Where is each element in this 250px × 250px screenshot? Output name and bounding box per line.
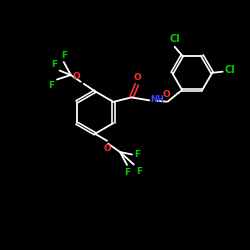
Text: F: F <box>48 81 54 90</box>
Text: F: F <box>61 50 67 59</box>
Text: O: O <box>133 73 141 82</box>
Text: Cl: Cl <box>225 65 235 75</box>
Text: F: F <box>51 60 58 68</box>
Text: O: O <box>162 90 170 99</box>
Text: O: O <box>103 144 111 153</box>
Text: F: F <box>136 168 142 176</box>
Text: F: F <box>134 150 140 159</box>
Text: O: O <box>73 72 81 81</box>
Text: NH: NH <box>150 95 164 104</box>
Text: Cl: Cl <box>169 34 180 44</box>
Text: F: F <box>124 168 130 177</box>
